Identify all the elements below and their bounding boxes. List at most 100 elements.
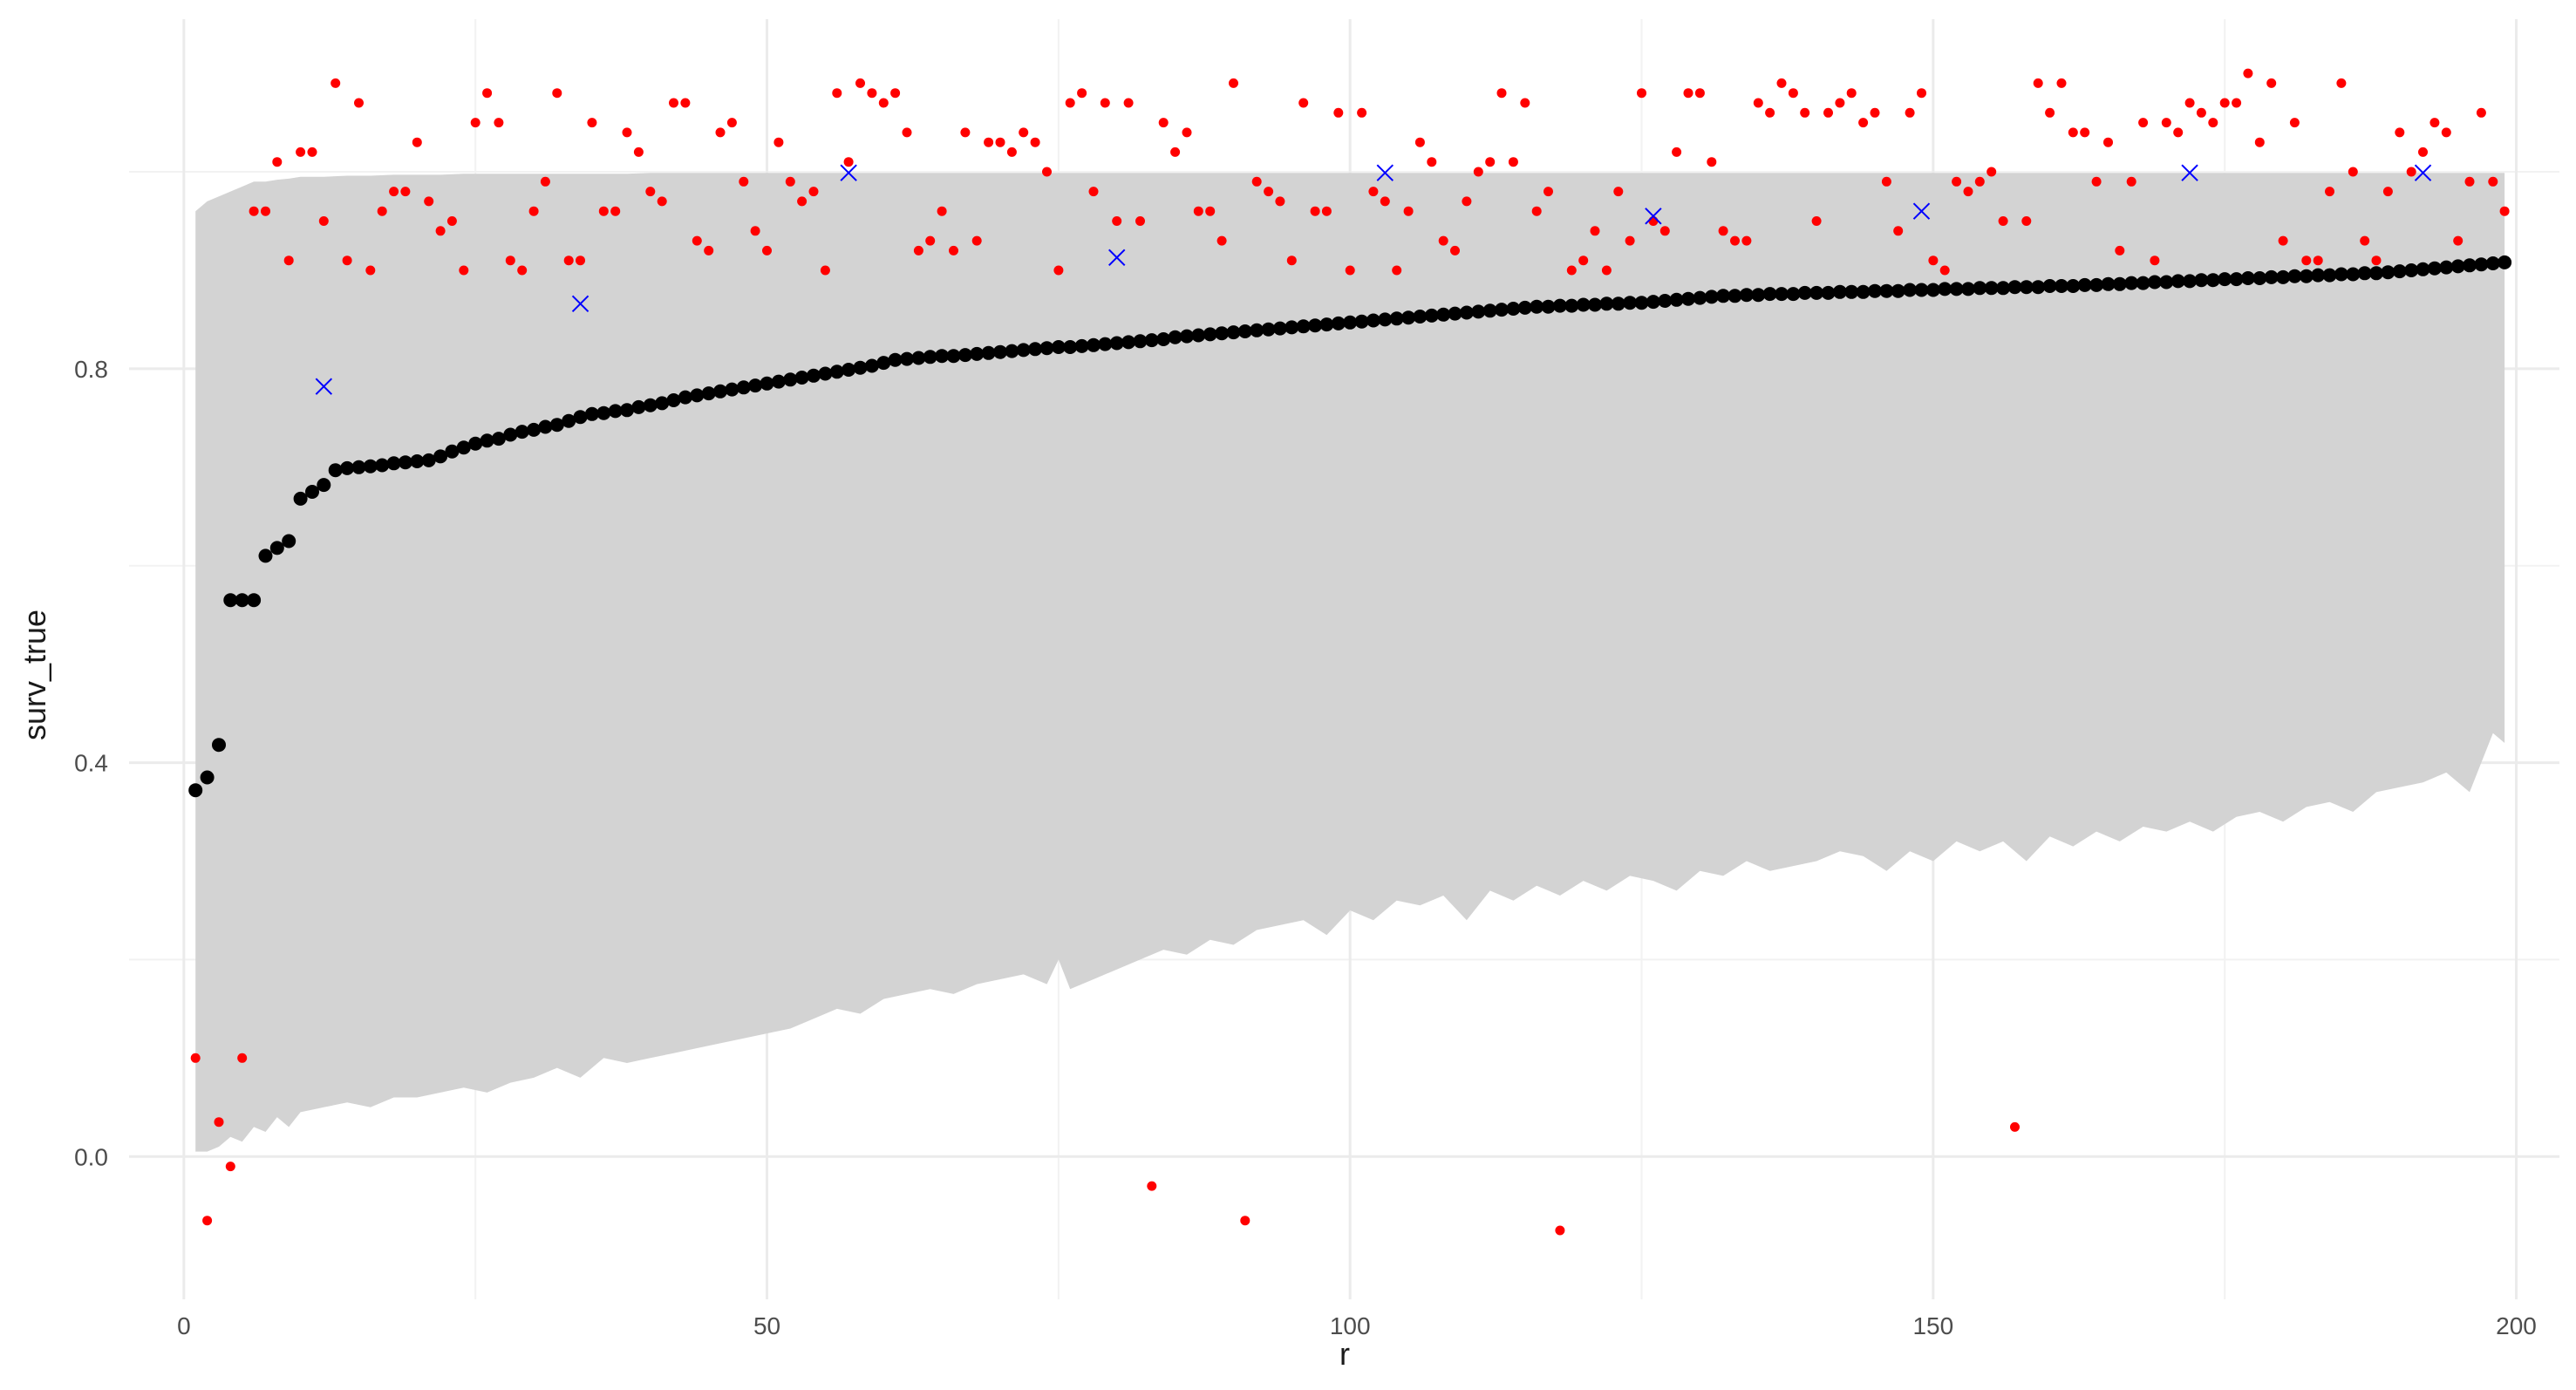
estimate-point: [2173, 127, 2184, 138]
surv-true-point: [421, 453, 436, 467]
surv-true-point: [1914, 283, 1929, 297]
surv-true-point: [1471, 304, 1486, 319]
surv-true-point: [1751, 288, 1766, 303]
estimate-point: [249, 206, 259, 216]
surv-true-point: [1005, 344, 1019, 358]
estimate-point: [2138, 118, 2149, 128]
surv-true-point: [900, 351, 914, 366]
confidence-ribbon-layer: [195, 173, 2505, 1152]
surv-true-point: [2066, 279, 2081, 293]
surv-true-point: [515, 425, 529, 439]
surv-true-point: [596, 405, 611, 420]
estimate-point: [762, 245, 772, 256]
surv-true-point: [1051, 340, 1066, 354]
estimate-point: [1053, 265, 1064, 276]
surv-true-point: [2264, 269, 2279, 284]
surv-true-point: [2019, 280, 2034, 295]
surv-true-point: [1378, 312, 1393, 327]
estimate-point: [1065, 98, 1075, 108]
estimate-point: [622, 127, 632, 138]
surv-true-point: [258, 549, 273, 563]
surv-true-point: [1634, 296, 1649, 310]
estimate-point: [843, 157, 854, 167]
estimate-point: [214, 1117, 224, 1128]
surv-true-point: [328, 463, 343, 478]
estimate-point: [1414, 137, 1425, 147]
y-tick-label: 0.8: [74, 356, 108, 383]
surv-true-point: [1693, 290, 1707, 305]
surv-true-point: [643, 398, 658, 412]
surv-true-point: [864, 358, 879, 373]
surv-true-point: [1401, 310, 1416, 325]
surv-true-point: [2171, 274, 2185, 289]
estimate-point: [318, 216, 329, 226]
surv-true-point: [1389, 311, 1404, 326]
estimate-point: [1555, 1225, 1565, 1236]
estimate-point: [540, 176, 550, 187]
surv-true-point: [1495, 303, 1509, 317]
surv-true-point: [1156, 332, 1171, 346]
failure-cross-marker: [1912, 202, 1931, 220]
surv-true-point: [223, 593, 238, 608]
surv-true-point: [1879, 283, 1894, 298]
estimate-point: [1158, 118, 1169, 128]
estimate-point: [365, 265, 376, 276]
estimate-point: [1788, 88, 1798, 99]
estimate-point: [412, 137, 422, 147]
estimate-point: [855, 78, 865, 88]
surv-true-point: [888, 352, 903, 367]
surv-true-point: [655, 396, 670, 411]
surv-true-point: [188, 783, 203, 798]
estimate-point: [2418, 146, 2428, 157]
estimate-point: [1648, 216, 1659, 226]
surv-true-point: [1028, 342, 1043, 357]
estimate-point: [2161, 118, 2171, 128]
estimate-point: [1531, 206, 1542, 216]
estimate-point: [657, 196, 667, 207]
surv-true-point: [1272, 321, 1287, 336]
estimate-point: [283, 256, 294, 266]
cross-stroke: [2414, 164, 2432, 181]
surv-true-point: [2101, 276, 2116, 291]
estimate-point: [459, 265, 469, 276]
estimate-point: [1240, 1216, 1251, 1226]
estimate-point: [1205, 206, 1216, 216]
surv-true-point: [2240, 271, 2255, 285]
estimate-point: [1298, 98, 1309, 108]
y-tick-label: 0.0: [74, 1143, 108, 1170]
estimate-point: [2360, 235, 2370, 246]
estimate-point: [1100, 98, 1110, 108]
estimate-point: [692, 235, 702, 246]
failure-cross-marker: [315, 378, 333, 395]
surv-true-point: [946, 349, 961, 364]
estimate-point: [2429, 118, 2440, 128]
estimate-point: [2021, 216, 2032, 226]
surv-true-point: [247, 593, 262, 608]
surv-true-point: [2194, 273, 2209, 288]
surv-true-point: [1611, 296, 1625, 311]
surv-true-point: [562, 413, 576, 428]
estimate-point: [2406, 167, 2416, 177]
confidence-ribbon: [195, 173, 2505, 1152]
surv-true-point: [398, 455, 412, 470]
estimate-point: [1811, 216, 1822, 226]
surv-true-point: [1938, 282, 1952, 296]
surv-true-point: [2474, 257, 2489, 272]
surv-true-point: [1517, 300, 1532, 315]
estimate-point: [517, 265, 528, 276]
surv-true-point: [293, 491, 308, 506]
surv-true-point: [1237, 324, 1252, 338]
surv-true-point: [2205, 273, 2220, 288]
x-tick-label: 100: [1330, 1312, 1371, 1339]
surv-true-point: [807, 368, 821, 383]
surv-true-point: [527, 422, 542, 437]
estimate-point: [587, 118, 597, 128]
cross-stroke: [1376, 164, 1394, 181]
surv-true-point: [725, 382, 739, 397]
surv-true-point: [631, 399, 646, 414]
estimate-point: [680, 98, 691, 108]
estimate-point: [1345, 265, 1355, 276]
estimate-point: [1741, 235, 1752, 246]
estimate-point: [505, 256, 515, 266]
estimate-point: [1403, 206, 1414, 216]
